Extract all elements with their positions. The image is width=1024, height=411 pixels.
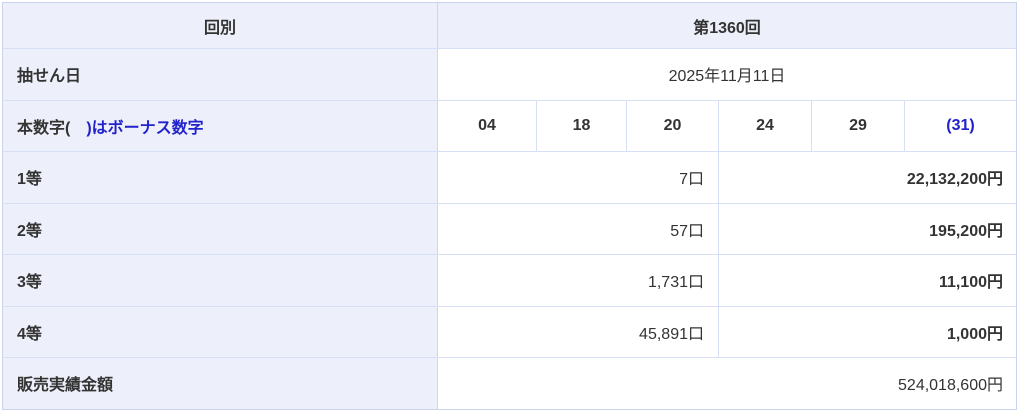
draw-date-row: 抽せん日 2025年11月11日 <box>3 48 1016 100</box>
sales-label: 販売実績金額 <box>3 358 438 409</box>
round-number: 第1360回 <box>438 3 1016 48</box>
winning-number-5: 29 <box>811 100 904 151</box>
prize-row-1: 1等 7口 22,132,200円 <box>3 151 1016 203</box>
main-numbers-label: 本数字( <box>17 119 87 137</box>
round-label: 回別 <box>3 3 438 48</box>
prize-row-4: 4等 45,891口 1,000円 <box>3 305 1016 357</box>
prize-2-amount: 195,200円 <box>718 203 1016 254</box>
prize-4-label: 4等 <box>3 306 438 357</box>
prize-2-label: 2等 <box>3 203 438 254</box>
prize-1-label: 1等 <box>3 152 438 203</box>
sales-amount: 524,018,600円 <box>438 358 1016 409</box>
winning-number-3: 20 <box>626 100 718 151</box>
winning-number-4: 24 <box>718 100 811 151</box>
sales-row: 販売実績金額 524,018,600円 <box>3 357 1016 409</box>
round-row: 回別 第1360回 <box>3 3 1016 48</box>
prize-3-amount: 11,100円 <box>718 255 1016 306</box>
prize-4-amount: 1,000円 <box>718 306 1016 357</box>
prize-2-units: 57口 <box>438 203 718 254</box>
bonus-number-label: )はボーナス数字 <box>86 119 204 137</box>
draw-date-value: 2025年11月11日 <box>668 68 786 86</box>
prize-row-3: 3等 1,731口 11,100円 <box>3 254 1016 306</box>
prize-4-units: 45,891口 <box>438 306 718 357</box>
winning-numbers-label: 本数字( )はボーナス数字 <box>3 100 438 151</box>
prize-3-label: 3等 <box>3 255 438 306</box>
bonus-number: (31) <box>904 100 1016 151</box>
winning-number-1: 04 <box>438 100 536 151</box>
prize-row-2: 2等 57口 195,200円 <box>3 202 1016 254</box>
prize-1-amount: 22,132,200円 <box>718 152 1016 203</box>
winning-numbers-row: 本数字( )はボーナス数字 04 18 20 24 29 (31) <box>3 99 1016 151</box>
prize-3-units: 1,731口 <box>438 255 718 306</box>
prize-1-units: 7口 <box>438 152 718 203</box>
winning-number-2: 18 <box>536 100 626 151</box>
draw-date-label: 抽せん日 <box>3 49 438 100</box>
